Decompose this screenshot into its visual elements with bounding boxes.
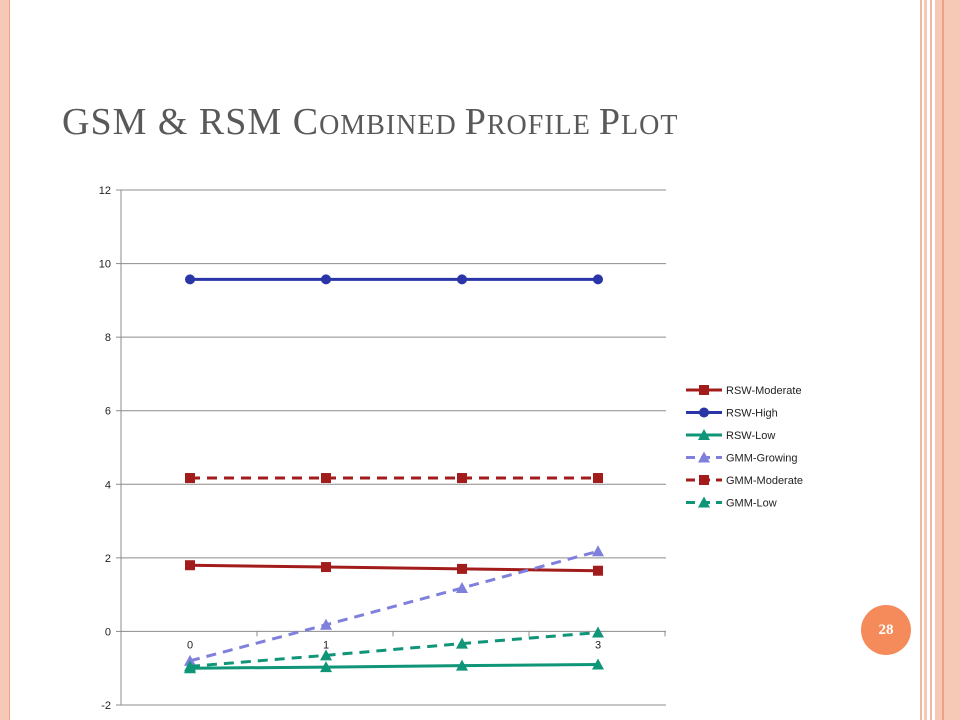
data-point-4-2: [457, 473, 467, 484]
data-point-1-3: [593, 274, 603, 285]
y-tick-label: 6: [105, 406, 111, 418]
legend-label: GMM-Low: [726, 498, 777, 510]
legend-label: RSW-High: [726, 408, 778, 420]
legend-label: GMM-Growing: [726, 453, 798, 465]
y-tick-label: 0: [105, 626, 111, 638]
title-part: PLOT: [598, 101, 679, 143]
data-point-1-1: [321, 274, 331, 285]
legend-marker: [699, 475, 709, 485]
page-number-badge: 28: [861, 605, 911, 655]
x-tick-label: 1: [323, 639, 329, 651]
legend-marker: [698, 496, 710, 508]
data-point-3-1: [320, 618, 332, 630]
data-point-5-0: [184, 660, 196, 672]
legend-label: RSW-Low: [726, 430, 775, 442]
data-point-2-1: [320, 661, 332, 673]
data-point-3-3: [592, 545, 604, 557]
data-point-3-2: [456, 582, 468, 594]
legend-label: GMM-Moderate: [726, 475, 803, 487]
y-tick-label: 4: [105, 479, 111, 491]
slide-title: GSM & RSM COMBINED PROFILE PLOT: [62, 100, 678, 144]
legend-marker: [699, 407, 709, 418]
x-tick-label: 0: [187, 639, 193, 651]
legend-label: RSW-Moderate: [726, 385, 802, 397]
data-point-5-1: [320, 649, 332, 661]
title-part: GSM & RSM: [62, 101, 293, 143]
legend-marker: [698, 451, 710, 463]
data-point-1-2: [457, 274, 467, 285]
data-point-0-2: [457, 563, 467, 574]
data-point-2-3: [592, 658, 604, 670]
y-tick-label: 2: [105, 553, 111, 565]
data-point-1-0: [185, 274, 195, 285]
right-decorative-stripes: [920, 0, 960, 720]
data-point-4-0: [185, 473, 195, 484]
legend-marker: [699, 385, 709, 395]
y-tick-label: 12: [99, 185, 111, 197]
series-line-2: [189, 663, 599, 670]
data-point-3-0: [184, 654, 196, 666]
legend-marker: [698, 429, 710, 440]
data-point-2-2: [456, 659, 468, 671]
title-part: PROFILE: [464, 101, 599, 143]
data-point-4-1: [321, 473, 331, 484]
data-point-4-3: [593, 473, 603, 484]
data-point-5-2: [456, 637, 468, 649]
title-part: COMBINED: [292, 101, 465, 143]
data-point-0-0: [185, 560, 195, 571]
data-point-5-3: [592, 626, 604, 638]
y-tick-label: 8: [105, 332, 111, 344]
data-point-0-3: [593, 565, 603, 576]
y-tick-label: 10: [99, 259, 111, 271]
page-number: 28: [878, 621, 894, 638]
series-line-3: [189, 549, 599, 663]
left-border: [0, 0, 9, 720]
x-tick-label: 3: [595, 639, 601, 651]
y-tick-label: -2: [101, 700, 111, 712]
data-point-0-1: [321, 562, 331, 573]
series-line-0: [189, 563, 599, 573]
series-line-5: [189, 631, 599, 668]
left-border-line: [9, 0, 10, 720]
